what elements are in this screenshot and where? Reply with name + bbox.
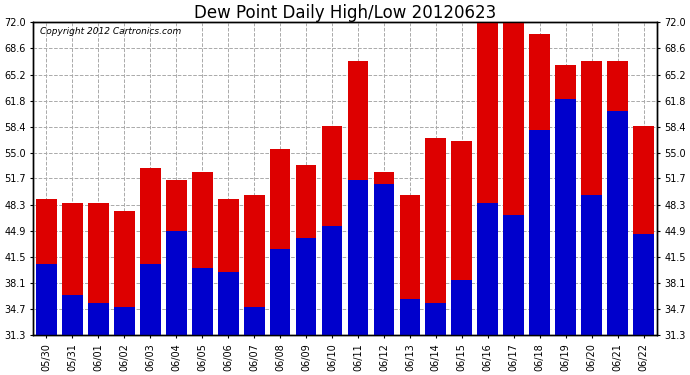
Bar: [218, 199, 239, 375]
Bar: [114, 307, 135, 375]
Bar: [322, 226, 342, 375]
Bar: [477, 203, 498, 375]
Bar: [36, 264, 57, 375]
Bar: [296, 165, 317, 375]
Bar: [192, 172, 213, 375]
Bar: [166, 231, 186, 375]
Bar: [140, 264, 161, 375]
Bar: [477, 22, 498, 375]
Bar: [62, 203, 83, 375]
Bar: [114, 211, 135, 375]
Bar: [400, 299, 420, 375]
Bar: [140, 168, 161, 375]
Bar: [244, 307, 264, 375]
Bar: [166, 180, 186, 375]
Bar: [88, 203, 109, 375]
Bar: [529, 34, 550, 375]
Bar: [62, 295, 83, 375]
Bar: [373, 184, 394, 375]
Bar: [88, 303, 109, 375]
Bar: [581, 61, 602, 375]
Title: Dew Point Daily High/Low 20120623: Dew Point Daily High/Low 20120623: [194, 4, 496, 22]
Bar: [400, 195, 420, 375]
Bar: [296, 238, 317, 375]
Bar: [607, 111, 628, 375]
Bar: [373, 172, 394, 375]
Bar: [270, 249, 290, 375]
Bar: [555, 64, 576, 375]
Bar: [192, 268, 213, 375]
Bar: [218, 272, 239, 375]
Bar: [504, 214, 524, 375]
Bar: [348, 180, 368, 375]
Bar: [348, 61, 368, 375]
Bar: [270, 149, 290, 375]
Bar: [426, 138, 446, 375]
Bar: [322, 126, 342, 375]
Bar: [607, 61, 628, 375]
Text: Copyright 2012 Cartronics.com: Copyright 2012 Cartronics.com: [39, 27, 181, 36]
Bar: [555, 99, 576, 375]
Bar: [504, 22, 524, 375]
Bar: [581, 195, 602, 375]
Bar: [244, 195, 264, 375]
Bar: [529, 130, 550, 375]
Bar: [633, 126, 654, 375]
Bar: [451, 280, 472, 375]
Bar: [36, 199, 57, 375]
Bar: [426, 303, 446, 375]
Bar: [633, 234, 654, 375]
Bar: [451, 141, 472, 375]
